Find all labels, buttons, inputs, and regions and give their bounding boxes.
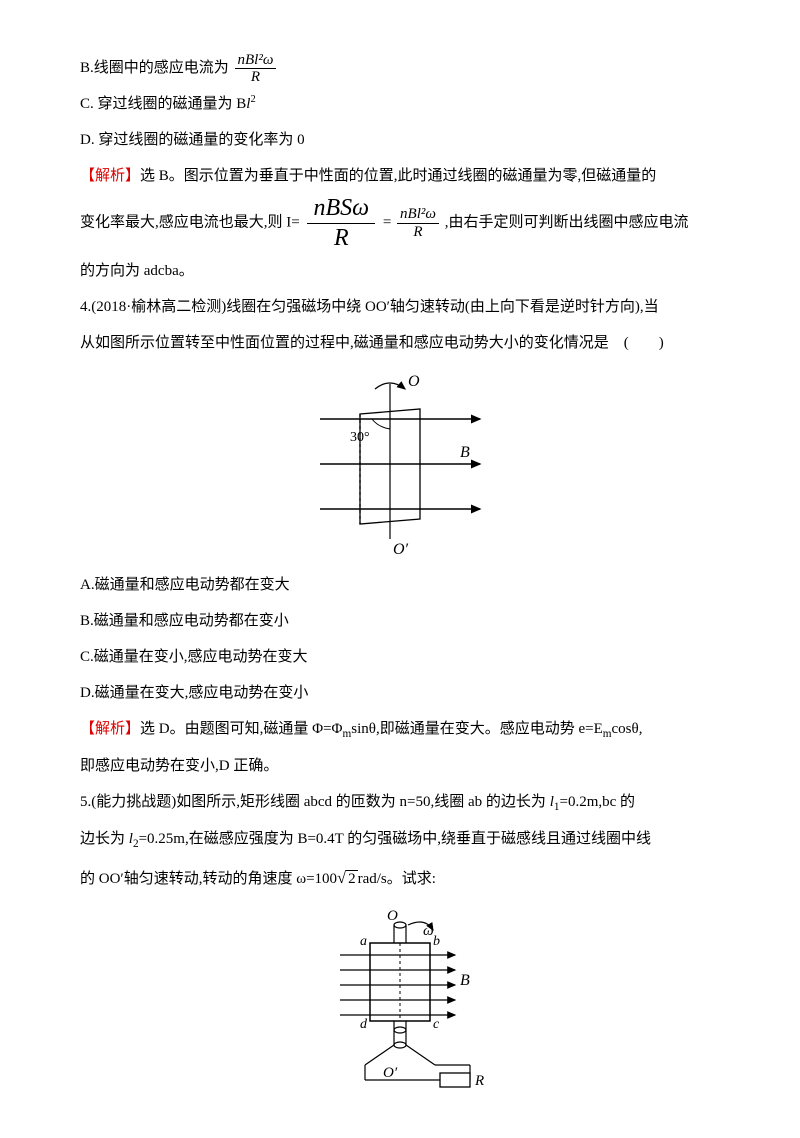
svg-text:O: O (387, 908, 398, 924)
analysis-label: 【解析】 (80, 168, 140, 184)
svg-text:c: c (433, 1017, 440, 1032)
solution-1-line3: 的方向为 adcba。 (80, 253, 720, 289)
q4-option-b: B.磁通量和感应电动势都在变小 (80, 603, 720, 639)
option-d: D. 穿过线圈的磁通量的变化率为 0 (80, 122, 720, 158)
figure-1-svg: O O′ B 30° (300, 369, 500, 559)
figure-1: O O′ B 30° (80, 369, 720, 559)
svg-text:a: a (360, 934, 367, 949)
q5-line2: 边长为 l2=0.25m,在磁感应强度为 B=0.4T 的匀强磁场中,绕垂直于磁… (80, 821, 720, 858)
q4-option-c: C.磁通量在变小,感应电动势在变大 (80, 639, 720, 675)
sqrt-2: 2 (337, 858, 358, 898)
big-fraction: nBSω R (307, 194, 375, 253)
q4-option-a: A.磁通量和感应电动势都在变大 (80, 567, 720, 603)
figure-2-svg: O ω a b c d B O′ R (305, 905, 495, 1100)
option-c: C. 穿过线圈的磁通量为 Bl2 (80, 86, 720, 122)
option-b: B.线圈中的感应电流为 nBl²ω R (80, 50, 720, 86)
option-b-fraction: nBl²ω R (235, 52, 277, 86)
option-b-text: B.线圈中的感应电流为 (80, 60, 229, 76)
q5-line3: 的 OO′轴匀速转动,转动的角速度 ω=1002rad/s。试求: (80, 858, 720, 898)
svg-text:O′: O′ (383, 1065, 398, 1081)
label-angle: 30° (350, 430, 370, 445)
label-O: O (408, 373, 420, 390)
solution-1-line2: 变化率最大,感应电流也最大,则 I= nBSω R = nBl²ω R ,由右手… (80, 194, 720, 253)
analysis-label-2: 【解析】 (80, 721, 140, 737)
q4-line2: 从如图所示位置转至中性面位置的过程中,磁通量和感应电动势大小的变化情况是 ( ) (80, 325, 720, 361)
q4-line1: 4.(2018·榆林高二检测)线圈在匀强磁场中绕 OO′轴匀速转动(由上向下看是… (80, 289, 720, 325)
svg-text:b: b (433, 934, 440, 949)
solution-1-line1: 【解析】选 B。图示位置为垂直于中性面的位置,此时通过线圈的磁通量为零,但磁通量… (80, 158, 720, 194)
svg-text:R: R (474, 1073, 484, 1089)
svg-text:B: B (460, 972, 470, 989)
solution-2-line1: 【解析】选 D。由题图可知,磁通量 Φ=Φmsinθ,即磁通量在变大。感应电动势… (80, 711, 720, 748)
svg-text:ω: ω (423, 923, 434, 939)
label-Oprime: O′ (393, 541, 409, 558)
label-B: B (460, 444, 470, 461)
q4-option-d: D.磁通量在变大,感应电动势在变小 (80, 675, 720, 711)
small-fraction: nBl²ω R (397, 206, 439, 240)
q5-line1: 5.(能力挑战题)如图所示,矩形线圈 abcd 的匝数为 n=50,线圈 ab … (80, 784, 720, 821)
svg-text:d: d (360, 1017, 368, 1032)
solution-2-line2: 即感应电动势在变小,D 正确。 (80, 748, 720, 784)
figure-2: O ω a b c d B O′ R (80, 905, 720, 1100)
